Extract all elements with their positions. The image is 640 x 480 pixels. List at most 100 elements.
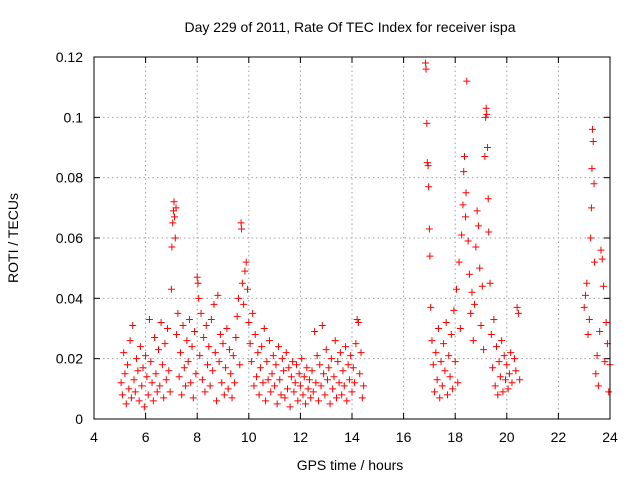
data-point bbox=[318, 321, 326, 329]
chart-title: Day 229 of 2011, Rate Of TEC Index for r… bbox=[185, 19, 516, 35]
data-point bbox=[429, 361, 437, 369]
data-point bbox=[499, 388, 507, 396]
data-point bbox=[277, 391, 285, 399]
data-point bbox=[118, 391, 126, 399]
data-point bbox=[280, 367, 288, 375]
data-point bbox=[142, 352, 150, 360]
data-point bbox=[323, 376, 331, 384]
data-point bbox=[348, 388, 356, 396]
data-point bbox=[162, 376, 170, 384]
data-point bbox=[594, 382, 602, 390]
x-tick-label: 16 bbox=[396, 429, 412, 445]
data-point bbox=[129, 321, 137, 329]
data-point bbox=[139, 364, 147, 372]
data-point bbox=[286, 403, 294, 411]
data-point bbox=[456, 325, 464, 332]
data-point bbox=[313, 352, 321, 360]
data-point bbox=[298, 355, 306, 363]
data-point bbox=[264, 376, 272, 384]
x-tick-label: 18 bbox=[447, 429, 463, 445]
data-point bbox=[304, 385, 312, 393]
data-point bbox=[583, 279, 591, 287]
data-point bbox=[480, 346, 488, 354]
data-point bbox=[580, 303, 588, 311]
data-point bbox=[327, 355, 335, 363]
data-point bbox=[317, 382, 325, 390]
data-point bbox=[250, 382, 258, 390]
data-point bbox=[143, 373, 151, 381]
data-point bbox=[347, 352, 355, 360]
data-point bbox=[360, 382, 368, 390]
data-point bbox=[432, 349, 440, 357]
data-point bbox=[491, 382, 499, 390]
data-point bbox=[271, 382, 279, 390]
data-point bbox=[443, 391, 451, 399]
data-point bbox=[284, 385, 291, 393]
x-axis-label: GPS time / hours bbox=[297, 457, 404, 473]
data-point bbox=[238, 225, 246, 233]
data-point bbox=[285, 364, 293, 372]
data-point bbox=[223, 325, 231, 332]
data-point bbox=[339, 367, 347, 375]
data-point bbox=[198, 376, 206, 384]
data-point bbox=[156, 382, 164, 390]
data-point bbox=[354, 318, 362, 326]
data-point bbox=[227, 370, 235, 378]
data-point bbox=[175, 373, 183, 381]
data-point bbox=[269, 352, 277, 360]
data-point bbox=[473, 207, 481, 215]
data-point bbox=[442, 318, 450, 326]
data-point bbox=[222, 364, 230, 372]
y-tick-label: 0.1 bbox=[64, 109, 84, 125]
data-point bbox=[240, 300, 248, 308]
data-point bbox=[485, 228, 493, 236]
data-point bbox=[138, 382, 146, 390]
data-point bbox=[130, 376, 138, 384]
data-point bbox=[425, 225, 433, 233]
data-point bbox=[207, 315, 215, 323]
plot-frame bbox=[93, 56, 611, 420]
x-tick-labels: 4 6 8 10 12 14 16 18 20 22 24 bbox=[90, 429, 618, 445]
data-point bbox=[140, 403, 148, 411]
data-point bbox=[459, 201, 467, 209]
data-point bbox=[503, 361, 511, 369]
data-point bbox=[136, 343, 144, 351]
data-point bbox=[352, 340, 360, 348]
data-point bbox=[170, 198, 178, 206]
data-point bbox=[303, 364, 311, 372]
data-point bbox=[600, 282, 608, 290]
data-point bbox=[495, 358, 503, 366]
data-point bbox=[237, 219, 245, 227]
data-point bbox=[423, 159, 431, 167]
data-point bbox=[455, 258, 463, 266]
data-point bbox=[322, 346, 330, 354]
data-point bbox=[151, 334, 159, 342]
data-point bbox=[234, 294, 242, 302]
data-point bbox=[489, 364, 497, 372]
data-point bbox=[597, 246, 605, 254]
data-point bbox=[507, 349, 515, 357]
data-point bbox=[502, 376, 510, 384]
data-point bbox=[584, 331, 592, 339]
y-axis-label: ROTI / TECUs bbox=[5, 193, 21, 283]
data-point bbox=[218, 379, 226, 387]
data-point bbox=[295, 370, 303, 378]
data-point bbox=[426, 252, 434, 260]
data-point bbox=[333, 394, 341, 402]
data-point bbox=[465, 270, 473, 278]
data-point bbox=[451, 358, 459, 366]
data-point bbox=[353, 315, 361, 323]
data-point bbox=[441, 367, 449, 375]
data-point bbox=[135, 397, 143, 405]
data-point bbox=[512, 367, 520, 375]
data-point bbox=[209, 367, 217, 375]
data-point bbox=[312, 379, 320, 387]
data-point bbox=[144, 391, 152, 399]
data-point bbox=[484, 195, 492, 203]
y-tick-labels: 0 0.02 0.04 0.06 0.08 0.1 0.12 bbox=[56, 49, 83, 427]
data-point bbox=[225, 346, 233, 354]
data-point bbox=[492, 343, 500, 351]
data-point bbox=[126, 337, 134, 345]
data-point bbox=[486, 279, 494, 287]
